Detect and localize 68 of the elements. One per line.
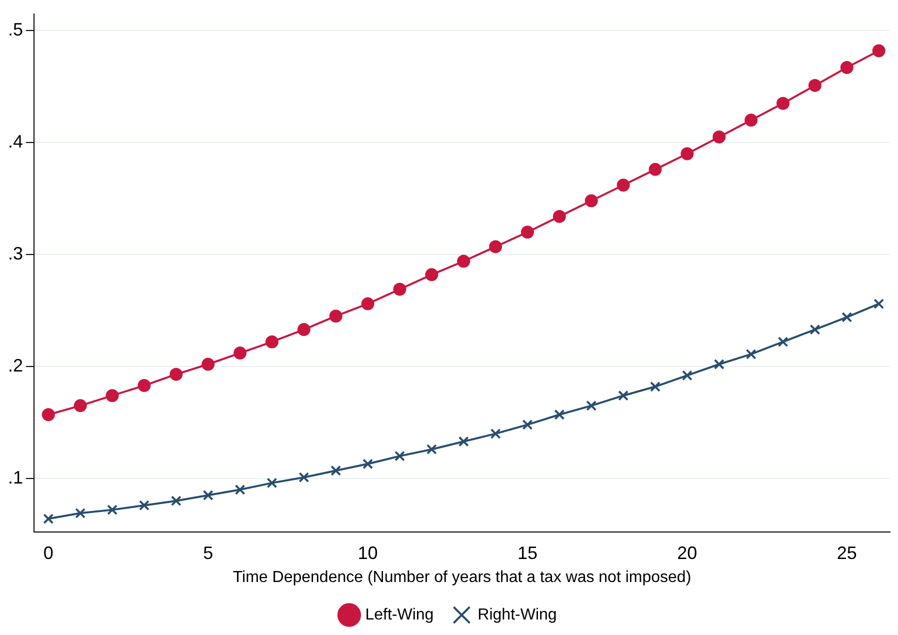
point xyxy=(874,298,884,310)
x-tick-label: 10 xyxy=(358,542,378,563)
point xyxy=(426,444,437,455)
point xyxy=(329,310,342,323)
point xyxy=(872,44,886,58)
point xyxy=(74,399,87,412)
point xyxy=(490,428,501,439)
y-tick-label: .1 xyxy=(8,467,24,488)
point xyxy=(489,240,502,254)
y-tick-label: .5 xyxy=(8,20,24,40)
point xyxy=(808,78,822,92)
point xyxy=(362,458,374,470)
point xyxy=(361,297,374,310)
point xyxy=(584,194,598,208)
point xyxy=(520,226,534,239)
point xyxy=(138,379,151,392)
point xyxy=(616,178,630,192)
legend-label: Left-Wing xyxy=(365,606,434,624)
point xyxy=(393,282,406,296)
point xyxy=(554,409,565,420)
x-tick-label: 25 xyxy=(836,542,857,563)
point xyxy=(234,346,247,360)
point xyxy=(458,436,469,447)
point xyxy=(680,147,694,160)
x-tick-label: 20 xyxy=(677,542,698,563)
point xyxy=(42,408,55,422)
point xyxy=(842,312,852,322)
x-tick-label: 15 xyxy=(517,542,538,563)
point xyxy=(202,490,214,500)
point xyxy=(107,504,118,516)
point xyxy=(618,390,629,401)
point xyxy=(425,268,438,282)
point xyxy=(138,500,150,511)
point xyxy=(712,130,726,144)
point xyxy=(43,514,54,524)
point xyxy=(714,359,724,370)
point xyxy=(682,370,692,381)
point xyxy=(75,508,86,518)
point xyxy=(265,335,278,348)
y-tick-label: .2 xyxy=(8,355,24,376)
point xyxy=(778,336,788,348)
x-axis-title: Time Dependence (Number of years that a tax was not imposed) xyxy=(232,568,692,586)
point xyxy=(170,368,183,381)
point xyxy=(106,389,119,402)
point xyxy=(810,324,820,335)
y-tick-label: .4 xyxy=(8,132,24,152)
point xyxy=(330,465,342,476)
point xyxy=(298,472,310,483)
point xyxy=(522,419,533,430)
point xyxy=(744,114,758,127)
y-tick-label: .3 xyxy=(8,243,24,264)
point xyxy=(394,450,405,462)
point xyxy=(586,400,597,411)
point xyxy=(746,348,756,360)
point xyxy=(776,96,790,110)
legend-label: Right-Wing xyxy=(478,606,557,624)
point xyxy=(552,210,566,223)
x-tick-label: 0 xyxy=(43,542,54,563)
point xyxy=(202,358,215,371)
point xyxy=(266,478,278,488)
point xyxy=(840,61,854,74)
x-tick-label: 5 xyxy=(203,542,214,563)
point xyxy=(170,496,182,506)
point xyxy=(650,381,660,392)
point xyxy=(234,484,246,495)
point xyxy=(297,323,310,336)
point xyxy=(648,162,662,176)
point xyxy=(457,254,470,268)
